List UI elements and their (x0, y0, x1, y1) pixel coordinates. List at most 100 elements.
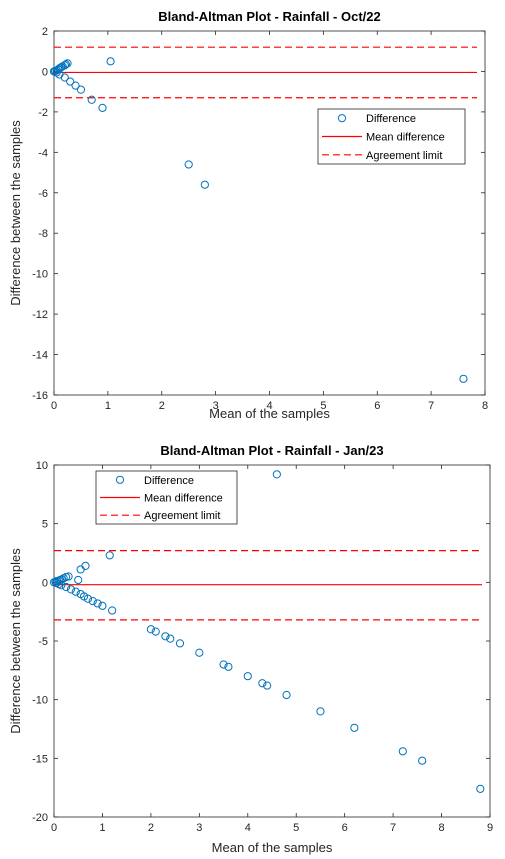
x-tick-label: 1 (105, 400, 111, 412)
y-tick-label: 10 (36, 460, 48, 472)
y-tick-label: -6 (38, 188, 48, 200)
legend-label: Difference (366, 113, 416, 125)
data-point (57, 581, 66, 590)
data-point (166, 634, 175, 643)
x-tick-label: 2 (148, 822, 154, 834)
data-point (98, 601, 107, 610)
data-point (87, 95, 96, 104)
x-tick-label: 6 (342, 822, 348, 834)
data-point (282, 690, 291, 700)
data-point (258, 679, 267, 688)
y-tick-label: -10 (32, 695, 48, 707)
y-tick-label: -8 (38, 228, 48, 240)
y-tick-label: -10 (32, 269, 48, 281)
data-point (263, 681, 272, 690)
data-point (175, 639, 185, 648)
data-point (200, 180, 209, 189)
data-point (52, 66, 61, 75)
x-tick-label: 3 (196, 822, 202, 834)
y-axis-label: Difference between the samples (8, 120, 23, 306)
data-point (418, 756, 427, 765)
data-point (243, 672, 252, 681)
data-point (459, 374, 468, 383)
data-point (316, 707, 325, 716)
data-point (161, 632, 170, 641)
x-tick-label: 4 (245, 822, 251, 834)
data-point (74, 575, 83, 585)
x-tick-label: 2 (159, 400, 165, 412)
chart-2: Bland-Altman Plot - Rainfall - Jan/23 0 1 2… (8, 443, 493, 855)
x-tick-label: 7 (390, 822, 396, 834)
data-point (81, 561, 90, 571)
plot-area (54, 31, 485, 395)
legend: Difference Mean difference Agreement limit (317, 108, 466, 165)
data-point (350, 723, 359, 732)
x-tick-label: 0 (51, 400, 57, 412)
legend-label: Difference (144, 475, 194, 487)
data-point (93, 599, 102, 608)
x-tick-label: 9 (487, 822, 493, 834)
y-tick-label: -12 (32, 309, 48, 321)
x-tick-label: 7 (428, 400, 434, 412)
data-point (398, 747, 407, 756)
data-point (98, 103, 107, 112)
data-point (64, 572, 73, 581)
x-tick-label: 1 (99, 822, 105, 834)
data-point (60, 73, 69, 82)
y-tick-label: -5 (38, 636, 48, 648)
y-tick-label: -2 (38, 107, 48, 119)
chart-1: Bland-Altman Plot - Rainfall - Oct/22 0 1 2… (8, 9, 488, 421)
data-point (66, 77, 75, 86)
data-point (52, 68, 61, 77)
x-tick-label: 3 (213, 400, 219, 412)
chart-title: Bland-Altman Plot - Rainfall - Jan/23 (160, 443, 383, 458)
legend-label: Agreement limit (144, 510, 220, 522)
data-point (195, 648, 204, 657)
chart-title: Bland-Altman Plot - Rainfall - Oct/22 (158, 9, 380, 24)
x-tick-label: 5 (320, 400, 326, 412)
data-point (63, 59, 72, 68)
y-tick-label: 2 (42, 26, 48, 38)
x-tick-label: 6 (374, 400, 380, 412)
axes-box (53, 464, 491, 818)
x-tick-label: 8 (482, 400, 488, 412)
legend-label: Mean difference (366, 132, 445, 144)
data-point (61, 60, 70, 69)
y-tick-label: -14 (32, 350, 48, 362)
legend-marker-difference (115, 475, 125, 484)
data-point (224, 662, 233, 671)
y-tick-label: -16 (32, 390, 48, 402)
data-point (272, 470, 281, 479)
legend: Difference Mean difference Agreement limit (95, 470, 238, 525)
legend-marker-difference (337, 114, 347, 123)
data-point (71, 81, 80, 90)
y-tick-label: 0 (42, 577, 48, 589)
x-axis-label: Mean of the samples (209, 406, 330, 421)
data-point (106, 57, 115, 66)
data-point (66, 585, 76, 594)
data-point (105, 551, 114, 560)
data-point (62, 582, 71, 592)
y-axis-label: Difference between the samples (8, 548, 23, 734)
data-point (151, 627, 160, 636)
data-point (108, 606, 117, 615)
y-tick-label: -15 (32, 753, 48, 765)
axes-box (53, 30, 486, 396)
x-tick-label: 0 (51, 822, 57, 834)
data-point (83, 594, 93, 603)
x-tick-label: 4 (266, 400, 272, 412)
legend-label: Agreement limit (366, 150, 442, 162)
data-point (146, 625, 155, 634)
x-tick-label: 5 (293, 822, 299, 834)
y-tick-label: -4 (38, 147, 48, 159)
data-point (76, 85, 86, 94)
data-point (71, 587, 80, 596)
x-axis-label: Mean of the samples (212, 840, 333, 855)
y-tick-label: 0 (42, 66, 48, 78)
x-tick-label: 8 (438, 822, 444, 834)
legend-label: Mean difference (144, 493, 223, 505)
y-tick-label: -20 (32, 812, 48, 824)
y-tick-label: 5 (42, 519, 48, 531)
data-point (60, 61, 69, 70)
